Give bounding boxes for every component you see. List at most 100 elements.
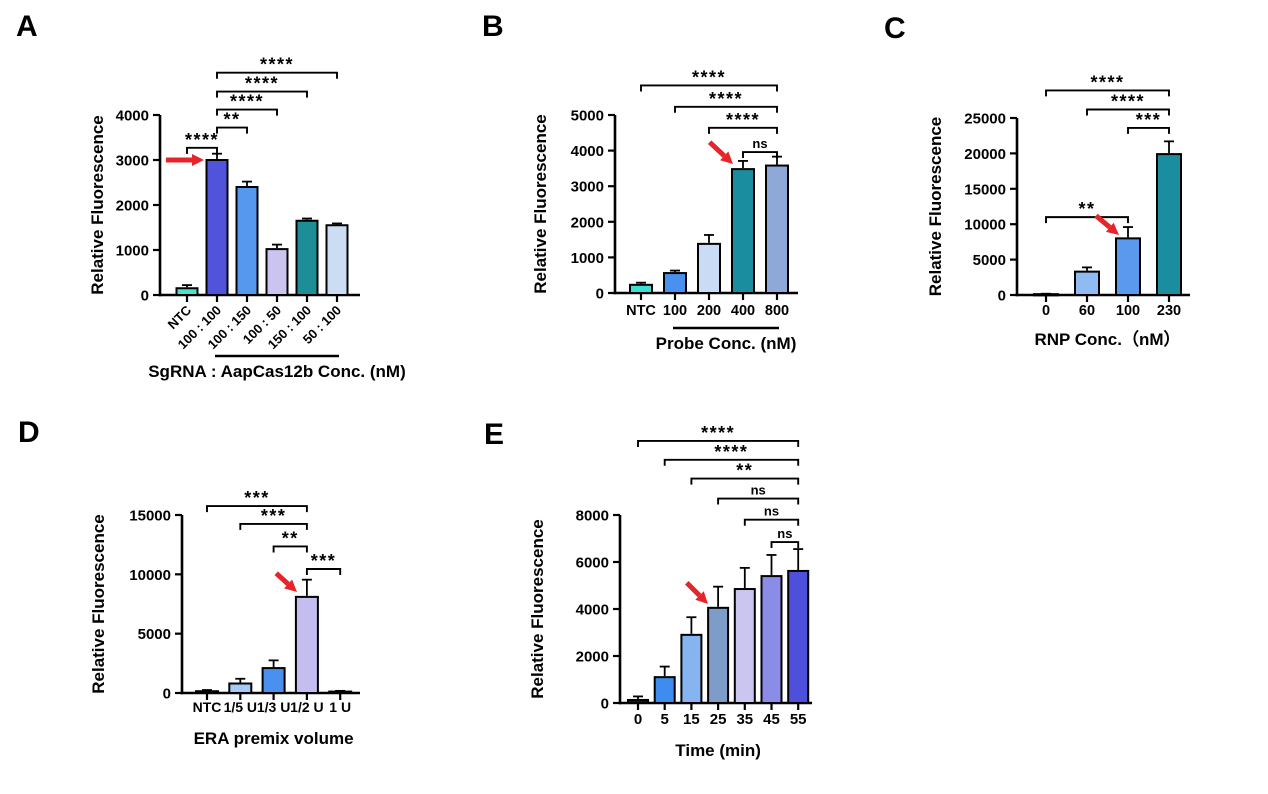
sig-bracket: [770, 541, 800, 549]
y-tick-label: 4000: [116, 108, 149, 125]
y-tick-label: 0: [163, 686, 171, 703]
y-tick-label: 2000: [116, 198, 149, 215]
y-tick-label: 1000: [116, 243, 149, 260]
sig-label: ****: [230, 92, 264, 112]
sig-label: ****: [245, 74, 279, 94]
sig-label: ****: [692, 67, 726, 87]
sig-bracket: [305, 568, 342, 575]
sig-label: **: [282, 528, 299, 548]
y-tick-label: 5000: [571, 108, 604, 125]
bar: [1156, 153, 1182, 296]
bar: [1115, 237, 1141, 296]
bar: [787, 569, 810, 704]
y-tick-label: 1000: [571, 250, 604, 267]
sig-label: ***: [244, 488, 270, 508]
x-tick-label: 100: [663, 303, 687, 319]
sig-label: **: [736, 461, 753, 481]
x-tick-label: 45: [763, 711, 780, 728]
sig-bracket: [206, 505, 308, 513]
sig-label: ns: [751, 483, 766, 498]
panel-b-chart: 0 1000 2000 3000 4000 5000 NTC 100 200 400 800 ns **…: [531, 67, 798, 353]
bar: [680, 633, 703, 705]
y-tick-label: 25000: [964, 111, 1006, 128]
sig-label: ****: [714, 442, 748, 462]
y-tick-label: 15000: [964, 181, 1006, 198]
panel-e-chart: 0 2000 4000 6000 8000 0 5 15 25 35 45 55 ns ns ns *****…: [528, 423, 812, 760]
sig-label: **: [1078, 199, 1095, 219]
red-arrow-icon: [707, 140, 733, 164]
x-tick-label: 1 U: [329, 699, 351, 715]
y-tick-label: 15000: [129, 508, 171, 525]
red-arrow-icon: [274, 571, 297, 592]
sig-bracket: [186, 146, 218, 154]
sig-label: ****: [709, 89, 743, 109]
bar: [294, 595, 319, 695]
y-tick-label: 10000: [964, 217, 1006, 234]
panel-label-d: D: [18, 416, 40, 449]
sig-label: ****: [1111, 92, 1145, 112]
panel-label-e: E: [484, 418, 505, 451]
sig-bracket: [1086, 108, 1170, 116]
bar: [731, 168, 755, 294]
y-axis-title: Relative Fluorescence: [531, 114, 550, 294]
x-axis-title: ERA premix volume: [194, 729, 354, 748]
sig-bracket: [743, 518, 800, 526]
sig-label: ****: [260, 55, 294, 75]
x-tick-label: 15: [683, 711, 700, 728]
sig-label: ns: [764, 504, 779, 519]
bar: [1074, 270, 1100, 296]
x-tick-label: 25: [710, 711, 727, 728]
sig-label: ****: [1090, 72, 1124, 92]
red-arrow-icon: [166, 154, 204, 166]
sig-bracket: [708, 126, 778, 134]
y-tick-label: 3000: [571, 179, 604, 196]
y-tick-label: 2000: [576, 649, 609, 666]
x-axis-title: Time (min): [675, 741, 761, 760]
y-tick-label: 4000: [571, 143, 604, 160]
y-axis-title: Relative Fluorescence: [926, 117, 945, 297]
y-tick-label: 8000: [576, 508, 609, 525]
sig-bracket: [674, 105, 778, 113]
bar: [325, 224, 349, 296]
x-tick-label: 35: [736, 711, 753, 728]
sig-bracket: [1045, 216, 1129, 224]
bar: [1033, 293, 1059, 297]
bar: [295, 219, 319, 296]
y-axis-title: Relative Fluorescence: [89, 514, 108, 694]
panel-label-b: B: [482, 10, 504, 43]
y-tick-label: 5000: [973, 252, 1006, 269]
x-tick-label: 1/5 U: [224, 699, 257, 715]
y-tick-label: 10000: [129, 567, 171, 584]
x-tick-label: 200: [697, 303, 721, 319]
sig-label: ***: [261, 506, 287, 526]
sig-label: ***: [1136, 110, 1162, 130]
red-arrow-icon: [1094, 213, 1119, 235]
y-tick-label: 2000: [571, 214, 604, 231]
bar: [733, 588, 756, 704]
sig-label: ns: [752, 136, 767, 151]
x-tick-label: 0: [634, 711, 642, 728]
y-axis-title: Relative Fluorescence: [528, 519, 547, 699]
x-tick-label: 400: [731, 303, 755, 319]
red-arrow-icon: [685, 581, 708, 604]
sig-bracket: [1045, 89, 1170, 97]
sig-bracket: [216, 71, 338, 79]
sig-label: ns: [777, 526, 792, 541]
sig-label: ****: [726, 110, 760, 130]
x-tick-label: 800: [765, 303, 789, 319]
bar: [697, 242, 721, 294]
bar: [663, 272, 687, 294]
sig-bracket: [272, 545, 308, 553]
bar: [328, 690, 353, 694]
sig-bracket: [239, 522, 308, 530]
y-tick-label: 20000: [964, 146, 1006, 163]
sig-bracket: [717, 497, 800, 505]
sig-bracket: [216, 108, 278, 116]
sig-bracket: [690, 477, 800, 485]
sig-bracket: [216, 90, 308, 98]
y-tick-label: 4000: [576, 602, 609, 619]
sig-bracket: [216, 126, 248, 134]
x-tick-label: 100: [1116, 303, 1140, 319]
